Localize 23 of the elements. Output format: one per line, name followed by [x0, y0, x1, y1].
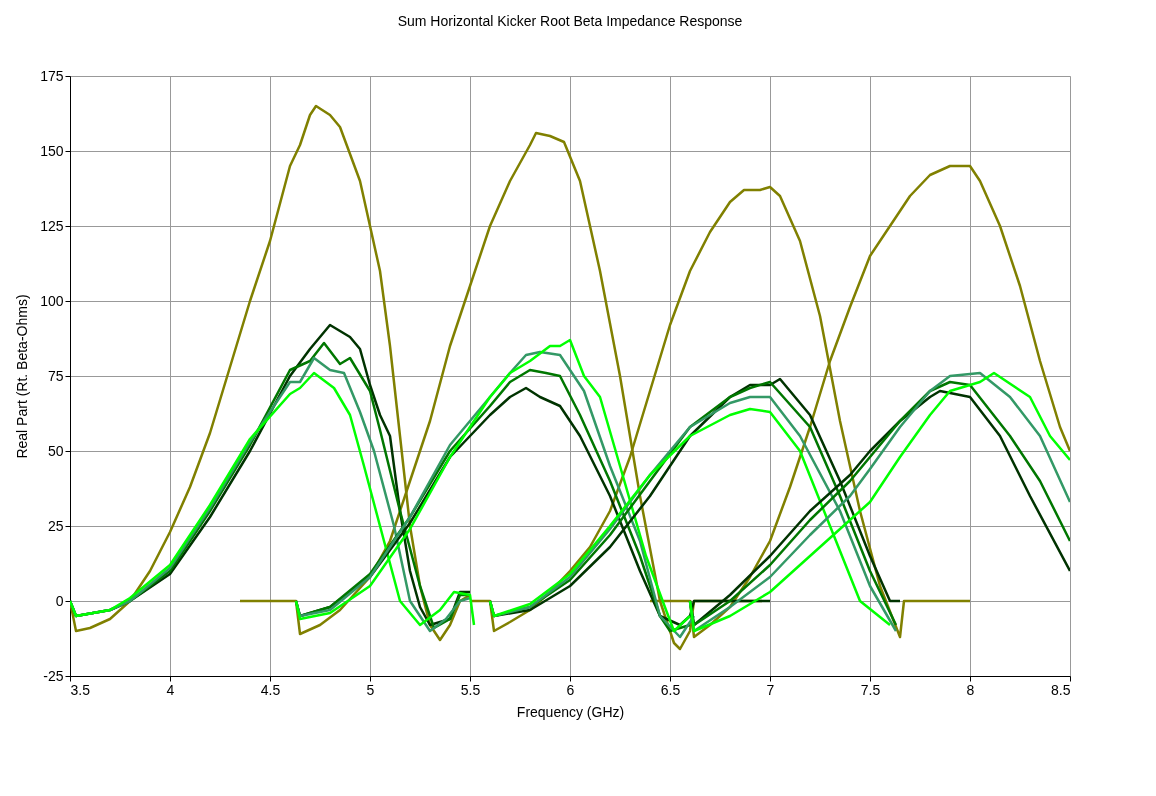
y-axis-title: Real Part (Rt. Beta-Ohms): [14, 294, 31, 459]
x-tick-label: 5: [366, 681, 375, 698]
y-tick-label: 0: [55, 592, 64, 609]
y-tick-label: 25: [47, 517, 64, 534]
chart-title: Sum Horizontal Kicker Root Beta Impedance Response: [397, 13, 743, 29]
x-tick-label: 6.5: [660, 681, 681, 698]
x-tick-label: 3.5: [70, 681, 91, 698]
y-tick-label: 75: [47, 367, 64, 384]
x-tick-label: 6: [566, 681, 575, 698]
x-tick-label: 4: [166, 681, 175, 698]
y-tick-label: 100: [40, 292, 64, 309]
y-tick-label: 175: [40, 67, 64, 84]
x-tick-label: 5.5: [460, 681, 481, 698]
x-tick-label: 4.5: [260, 681, 281, 698]
y-tick-label: -25: [43, 667, 64, 684]
x-axis-title: Frequency (GHz): [516, 703, 625, 720]
x-tick-label: 7.5: [860, 681, 881, 698]
y-tick-label: 150: [40, 142, 64, 159]
x-tick-label: 8.5: [1051, 681, 1071, 698]
x-tick-label: 8: [966, 681, 975, 698]
y-tick-label: 50: [47, 442, 64, 459]
y-tick-label: 125: [40, 217, 64, 234]
x-tick-label: 7: [766, 681, 775, 698]
